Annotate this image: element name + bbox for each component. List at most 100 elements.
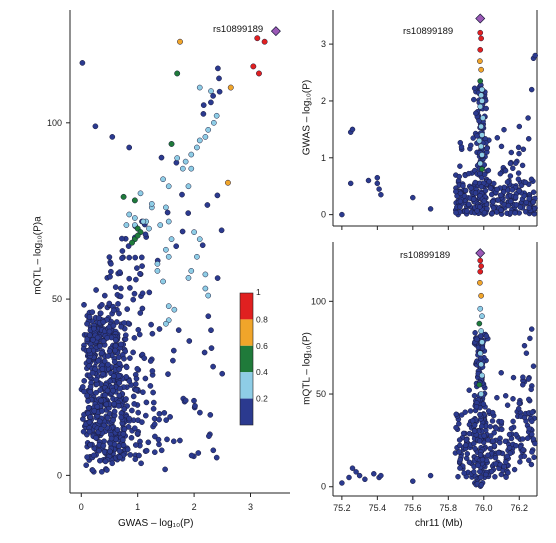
- scatter-point: [79, 384, 86, 390]
- scatter-point: [139, 263, 145, 269]
- mqtl-point: [462, 409, 468, 415]
- scatter-point-ld-low: [171, 306, 178, 313]
- scatter-point-ld-low: [191, 229, 197, 235]
- mqtl-x-tick-label: 75.4: [369, 503, 387, 513]
- scatter-point: [173, 159, 180, 166]
- scatter-point: [119, 235, 125, 242]
- mqtl-point: [526, 457, 532, 464]
- scatter-point: [86, 314, 93, 320]
- mqtl-point: [481, 433, 487, 439]
- mqtl-point: [501, 463, 507, 470]
- gwas-point-ld: [478, 143, 484, 150]
- scatter-point-ld-low: [157, 222, 164, 228]
- scatter-point: [112, 284, 119, 290]
- scatter-point: [93, 376, 100, 383]
- gwas-point: [516, 188, 522, 194]
- scatter-point: [110, 373, 117, 379]
- mqtl-point: [515, 405, 522, 412]
- mqtl-point: [478, 482, 485, 488]
- gwas-point: [460, 183, 466, 189]
- gwas-point: [494, 186, 500, 193]
- scatter-point: [134, 265, 140, 271]
- scatter-point: [99, 408, 105, 414]
- scatter-point: [132, 381, 139, 387]
- mqtl-lead-snp-marker: [475, 248, 486, 259]
- scatter-point: [219, 370, 226, 377]
- mqtl-point: [519, 436, 526, 442]
- legend-color-swatch: [240, 345, 253, 373]
- scatter-point: [195, 450, 202, 456]
- mqtl-point: [505, 469, 511, 476]
- scatter-point: [97, 457, 103, 464]
- mqtl-point: [356, 472, 363, 479]
- mqtl-point: [460, 430, 467, 437]
- scatter-point: [147, 383, 154, 389]
- scatter-point: [100, 319, 107, 325]
- scatter-point: [98, 397, 104, 404]
- scatter-point-ld-low: [165, 183, 172, 190]
- scatter-point: [177, 437, 183, 444]
- mqtl-point: [492, 455, 499, 461]
- scatter-point: [156, 441, 162, 448]
- gwas-point: [520, 146, 527, 153]
- legend-label: 0.4: [256, 367, 268, 377]
- scatter-point: [111, 408, 118, 415]
- gwas-point: [462, 187, 469, 194]
- scatter-point: [138, 254, 145, 261]
- mqtl-point: [483, 471, 489, 478]
- mqtl-point-ld: [477, 305, 484, 312]
- scatter-point: [116, 269, 123, 275]
- scatter-point: [91, 325, 97, 332]
- scatter-point: [135, 326, 142, 333]
- scatter-point: [218, 227, 225, 234]
- gwas-point: [476, 204, 483, 210]
- scatter-point: [126, 254, 133, 261]
- scatter-point: [156, 410, 163, 417]
- mqtl-point: [529, 418, 535, 425]
- scatter-point: [126, 144, 133, 151]
- scatter-point: [199, 242, 206, 249]
- scatter-y-tick-label: 100: [47, 118, 62, 128]
- mqtl-point: [453, 411, 459, 418]
- mqtl-point: [511, 466, 518, 473]
- scatter-point: [210, 447, 217, 454]
- scatter-point: [125, 243, 132, 249]
- scatter-point: [213, 454, 220, 461]
- scatter-point: [131, 401, 138, 407]
- scatter-point: [113, 319, 120, 325]
- scatter-point: [98, 350, 105, 357]
- scatter-point: [86, 419, 93, 426]
- gwas-point: [453, 209, 459, 216]
- gwas-point: [525, 136, 532, 142]
- scatter-point: [124, 306, 131, 312]
- scatter-x-tick-label: 3: [248, 502, 253, 512]
- gwas-point: [365, 177, 372, 184]
- gwas-point: [472, 190, 479, 196]
- scatter-point: [151, 421, 158, 428]
- mqtl-point: [471, 392, 478, 399]
- gwas-lead-snp-marker: [475, 13, 486, 24]
- scatter-point: [123, 396, 129, 402]
- scatter-point: [188, 452, 195, 459]
- scatter-point: [201, 349, 208, 356]
- gwas-point-ld: [479, 132, 485, 138]
- gwas-point: [498, 207, 504, 213]
- scatter-point-ld-high: [120, 193, 127, 200]
- tick-marks: [66, 43, 520, 500]
- scatter-point-ld-low: [154, 260, 161, 267]
- scatter-y-tick-label: 0: [57, 470, 62, 480]
- mqtl-point: [488, 433, 494, 439]
- scatter-point: [92, 123, 99, 130]
- gwas-point: [484, 145, 490, 152]
- scatter-point-ld-high: [224, 179, 231, 186]
- scatter-point: [105, 353, 111, 359]
- scatter-point: [83, 462, 90, 469]
- scatter-point: [87, 414, 94, 420]
- gwas-point: [427, 206, 434, 212]
- scatter-point-ld-low: [146, 225, 152, 232]
- gwas-axes: [332, 10, 538, 227]
- mqtl-point: [485, 437, 491, 443]
- gwas-point: [378, 191, 384, 198]
- mqtl-point: [457, 442, 463, 449]
